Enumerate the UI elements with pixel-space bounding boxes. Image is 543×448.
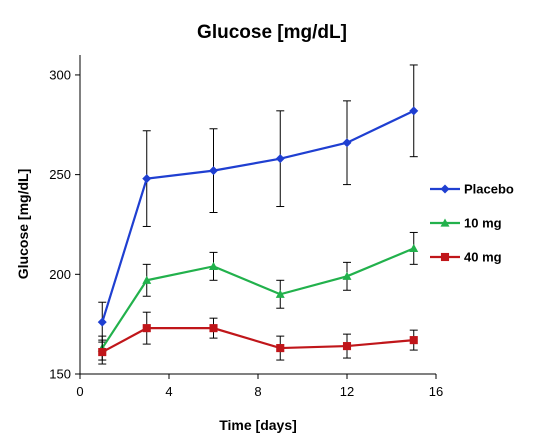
plot-area	[97, 64, 419, 365]
data-point	[276, 344, 285, 353]
x-tick-label: 12	[340, 384, 354, 399]
x-tick-label: 16	[429, 384, 443, 399]
x-tick-label: 8	[254, 384, 261, 399]
data-point	[342, 138, 352, 148]
series-10-mg	[97, 231, 419, 361]
y-axis-title: Glucose [mg/dL]	[15, 169, 31, 279]
data-point	[142, 174, 152, 184]
legend-item-40-mg: 40 mg	[430, 250, 502, 265]
data-point	[209, 261, 218, 270]
x-tick-label: 4	[165, 384, 172, 399]
legend-marker	[440, 218, 450, 227]
series-40-mg	[98, 311, 418, 365]
data-point	[409, 106, 419, 116]
data-point	[142, 275, 152, 284]
y-tick-label: 250	[49, 167, 71, 182]
legend-marker	[440, 184, 450, 194]
x-tick-label: 0	[76, 384, 83, 399]
legend-item-10-mg: 10 mg	[430, 216, 502, 231]
data-point	[275, 289, 285, 298]
legend-label: 40 mg	[464, 250, 502, 265]
data-point	[97, 317, 107, 327]
y-tick-label: 300	[49, 67, 71, 82]
legend-marker	[440, 252, 450, 262]
y-tick-label: 150	[49, 367, 71, 382]
legend: Placebo 10 mg 40 mg	[430, 182, 514, 265]
data-point	[142, 324, 151, 333]
chart-title: Glucose [mg/dL]	[197, 22, 347, 43]
data-point	[409, 243, 419, 252]
data-point	[209, 324, 218, 333]
series-line	[101, 327, 414, 354]
legend-label: 10 mg	[464, 216, 502, 231]
axes: 150 200 250 300 0 4 8 12 16	[49, 55, 443, 399]
data-point	[98, 348, 107, 357]
data-point	[342, 342, 352, 351]
series-line	[101, 109, 415, 323]
legend-item-placebo: Placebo	[430, 182, 514, 197]
series-placebo	[97, 64, 419, 343]
data-point	[409, 336, 418, 345]
legend-label: Placebo	[464, 182, 514, 197]
series-line	[101, 247, 415, 349]
x-axis-title: Time [days]	[219, 417, 297, 433]
data-point	[209, 166, 218, 176]
data-point	[342, 271, 352, 280]
y-tick-label: 200	[49, 267, 71, 282]
data-point	[275, 154, 285, 164]
